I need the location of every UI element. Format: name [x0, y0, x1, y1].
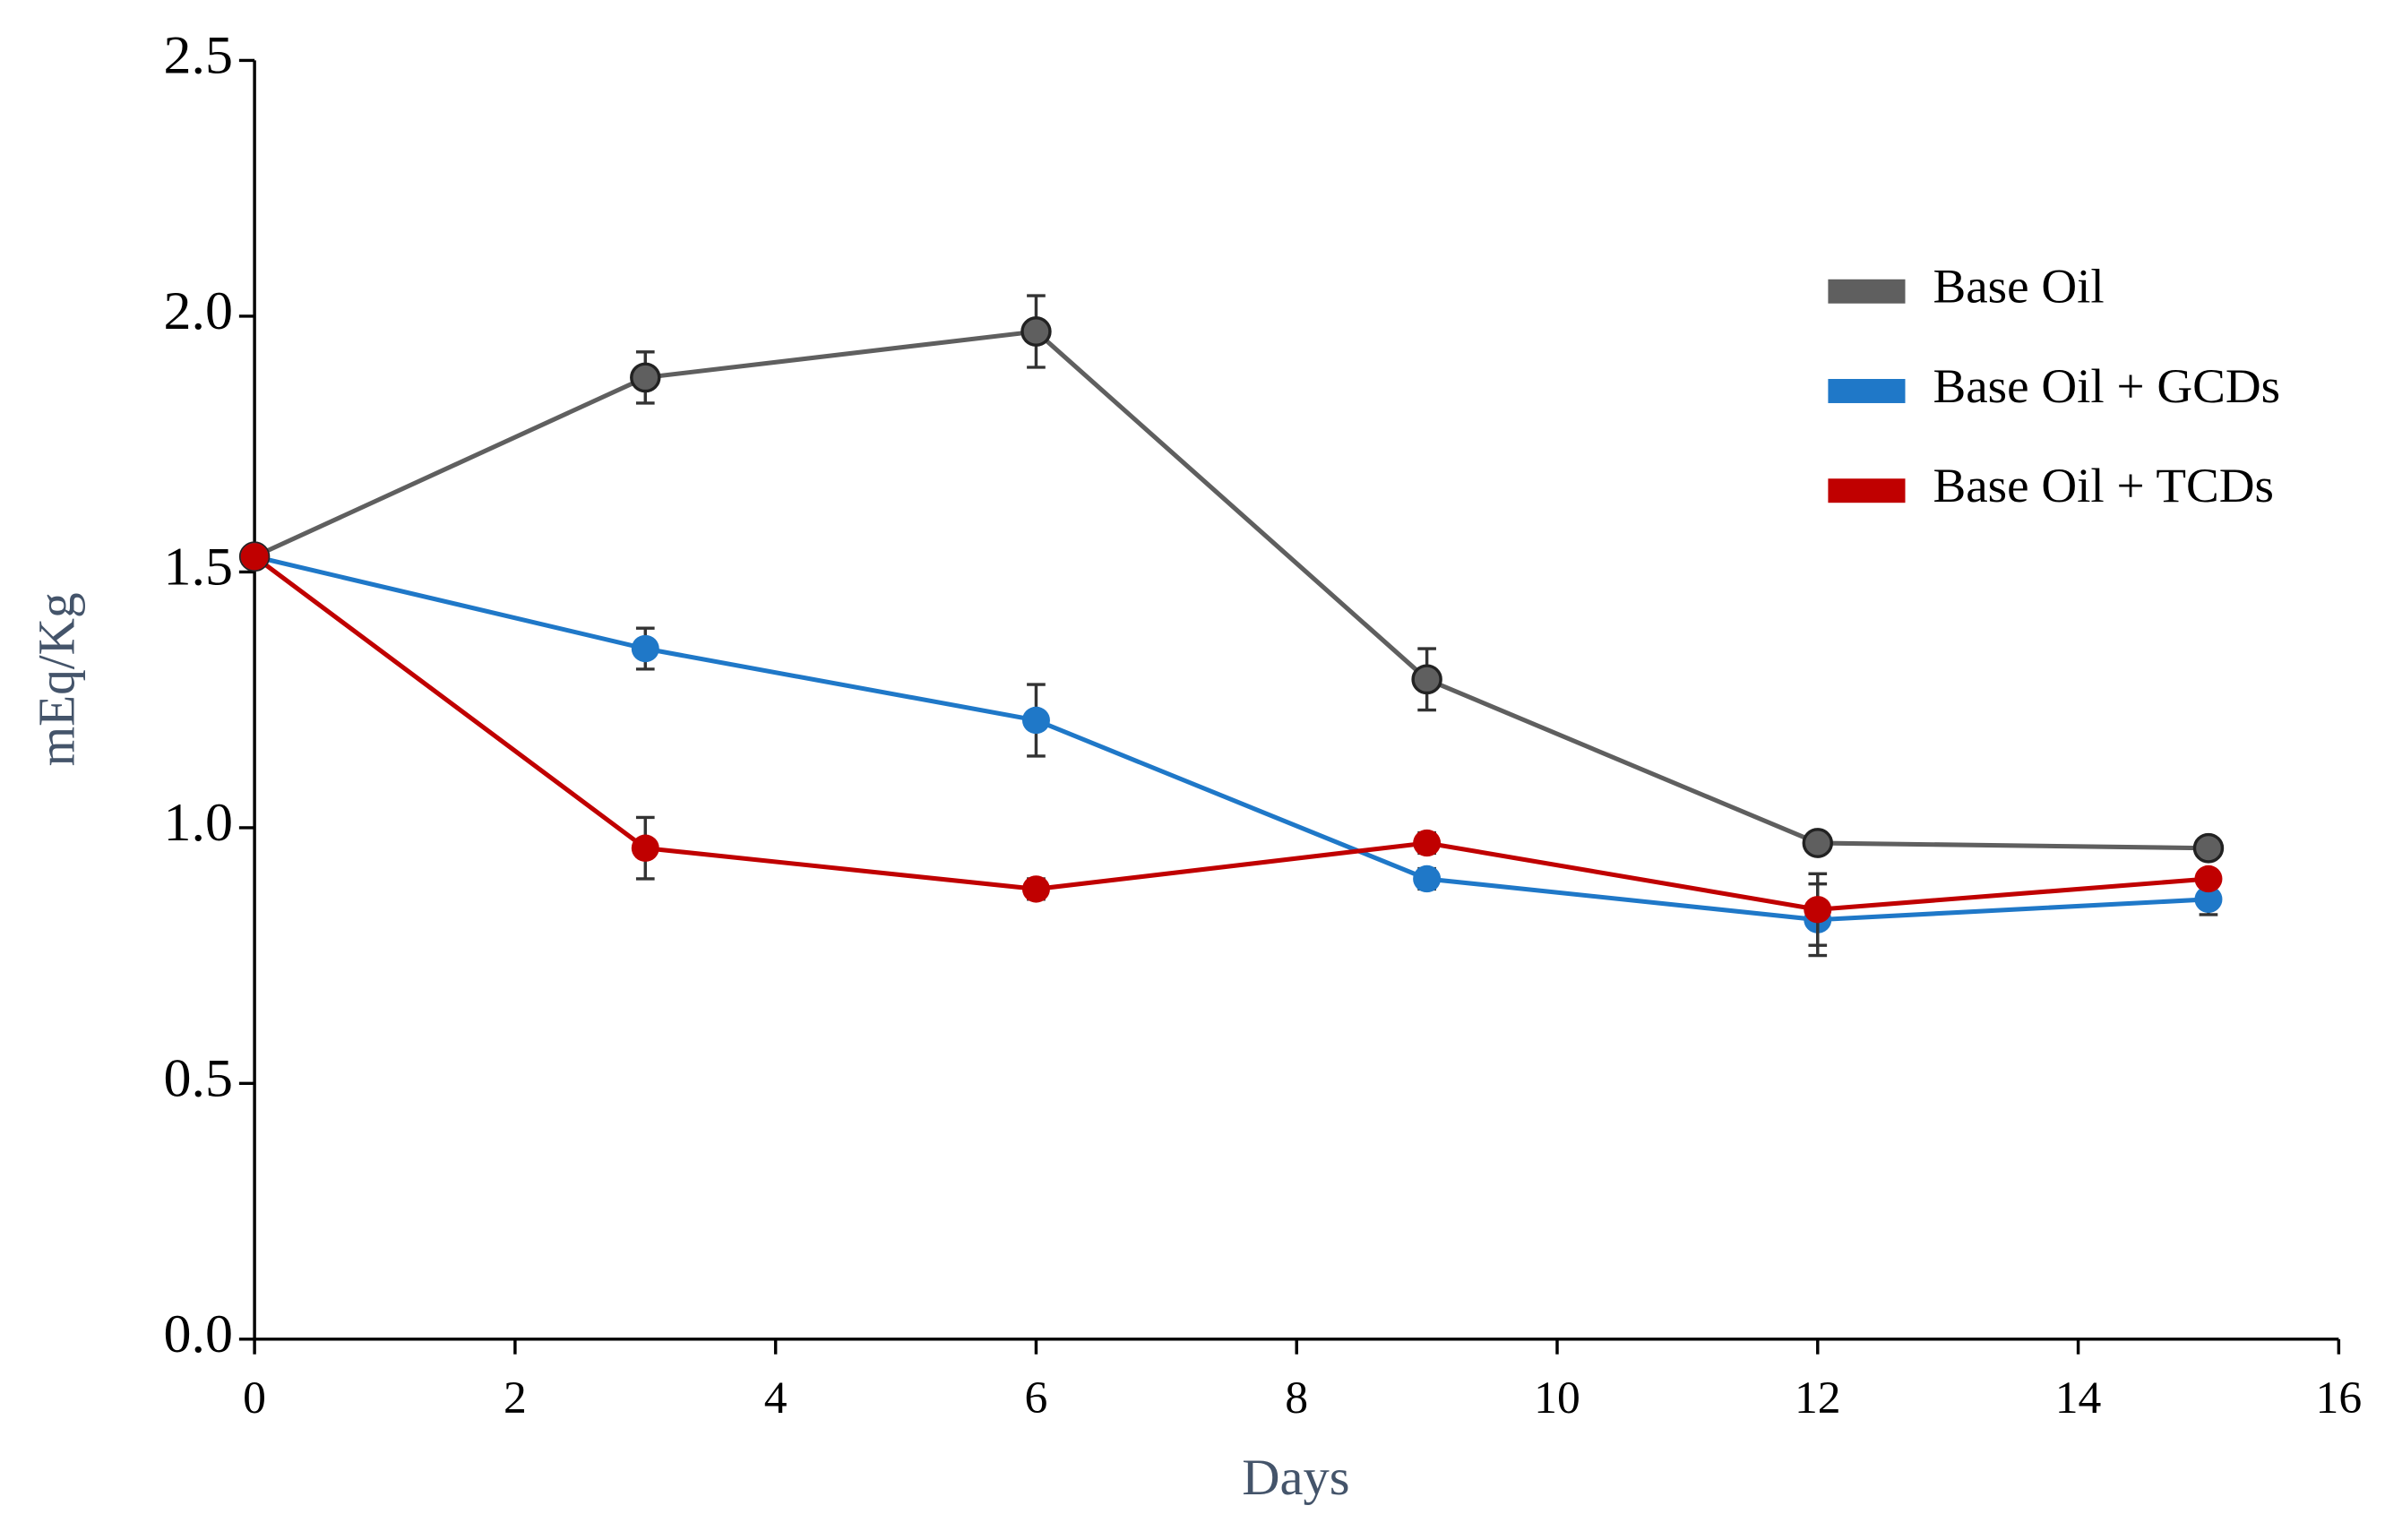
y-tick-label: 0.0 [164, 1303, 233, 1364]
legend-swatch [1828, 478, 1906, 503]
x-tick-label: 4 [764, 1373, 788, 1424]
data-point [1411, 664, 1442, 695]
data-point [630, 362, 661, 393]
data-point [1802, 828, 1834, 858]
series-line [254, 554, 2209, 923]
data-point [1020, 316, 1052, 347]
legend-label: Base Oil + GCDs [1933, 358, 2280, 412]
data-point [631, 834, 659, 862]
data-point [1413, 829, 1442, 857]
series-line [253, 555, 2209, 912]
x-tick-label: 0 [243, 1373, 266, 1424]
data-point [1804, 896, 1832, 924]
data-point [2192, 832, 2225, 864]
data-point [2194, 865, 2223, 893]
y-tick-label: 0.5 [164, 1048, 233, 1108]
x-tick-label: 16 [2316, 1373, 2363, 1424]
y-tick-label: 1.0 [164, 792, 233, 852]
x-tick-label: 6 [1025, 1373, 1048, 1424]
x-axis-label: Days [1242, 1449, 1349, 1506]
x-tick-label: 2 [504, 1373, 527, 1424]
x-tick-label: 8 [1285, 1373, 1308, 1424]
x-tick-label: 14 [2055, 1373, 2102, 1424]
data-point [1021, 875, 1050, 903]
legend-label: Base Oil + TCDs [1933, 459, 2273, 512]
data-point [2194, 885, 2223, 913]
legend-swatch [1828, 379, 1906, 403]
y-axis-label: mEq/Kg [27, 592, 86, 766]
data-point [240, 543, 269, 571]
data-point [1413, 865, 1442, 893]
legend-swatch [1828, 279, 1906, 304]
x-tick-label: 12 [1795, 1373, 1841, 1424]
y-tick-label: 1.5 [164, 537, 233, 597]
data-point [1021, 706, 1050, 735]
y-tick-label: 2.5 [164, 25, 233, 85]
series-line [254, 329, 2208, 851]
legend-label: Base Oil [1933, 259, 2104, 313]
x-tick-label: 10 [1534, 1373, 1580, 1424]
data-point [631, 634, 659, 663]
y-tick-label: 2.0 [164, 280, 233, 340]
